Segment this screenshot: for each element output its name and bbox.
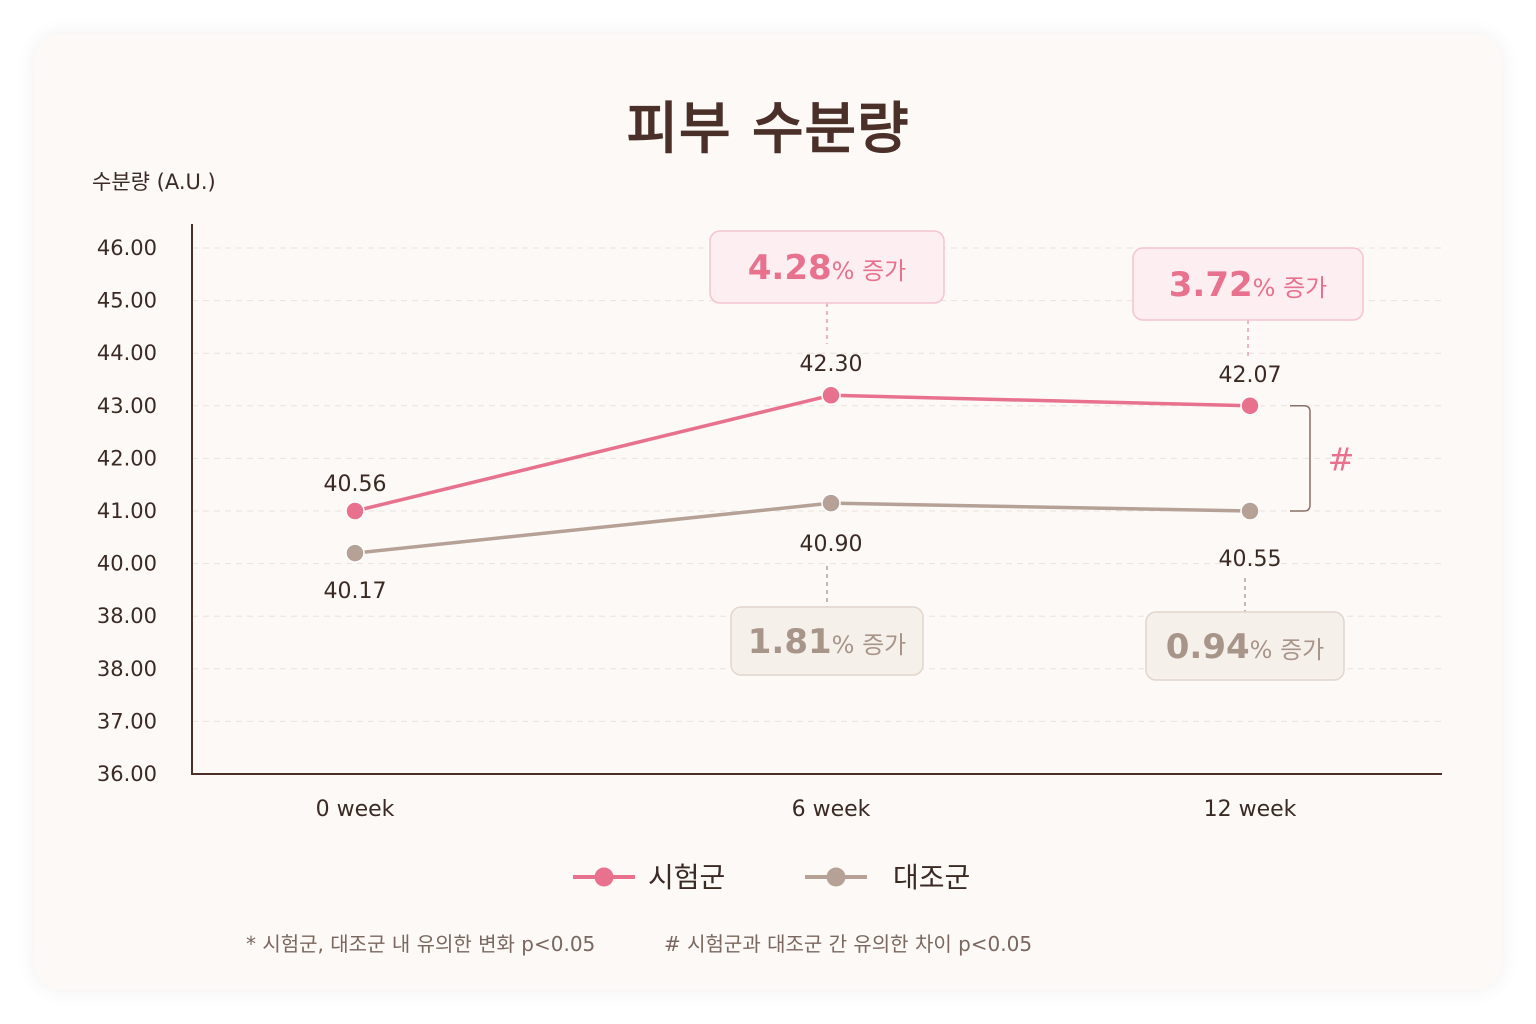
value-label: 40.56 — [324, 472, 387, 497]
x-tick-label: 12 week — [1204, 797, 1297, 822]
annotation-suffix: % 증가 — [832, 257, 907, 285]
legend-test-marker — [594, 867, 614, 887]
legend-control-label: 대조군 — [893, 861, 970, 894]
control-increase-6w-text: 1.81% 증가 — [748, 622, 906, 662]
series-line-test — [354, 393, 1251, 513]
data-point — [1240, 396, 1260, 416]
test-increase-6w-box — [709, 230, 945, 304]
y-tick-label: 40.00 — [97, 552, 157, 576]
value-label: 42.30 — [800, 352, 863, 377]
data-point — [345, 543, 365, 563]
y-tick-label: 41.00 — [97, 499, 157, 523]
control-increase-6w-box — [730, 606, 924, 676]
data-point — [821, 385, 841, 406]
control-increase-12w-box — [1145, 611, 1345, 681]
data-point — [1240, 501, 1260, 521]
value-label: 40.17 — [324, 579, 387, 604]
value-label: 40.55 — [1219, 547, 1282, 572]
annotation-suffix: % 증가 — [1250, 636, 1325, 664]
test-increase-12w-text: 3.72% 증가 — [1169, 265, 1327, 305]
footnote-between-group: # 시험군과 대조군 간 유의한 차이 p<0.05 — [664, 932, 1033, 956]
y-tick-label: 38.00 — [97, 657, 157, 681]
annotation-percent: 3.72 — [1169, 265, 1253, 305]
legend-control-marker — [826, 867, 846, 887]
significance-bracket — [1290, 405, 1311, 512]
annotation-percent: 4.28 — [748, 248, 832, 288]
annotation-percent: 1.81 — [748, 622, 832, 662]
significance-mark: # — [1328, 440, 1355, 478]
data-point — [821, 493, 841, 513]
test-increase-12w-box — [1132, 247, 1364, 321]
test-increase-6w-text: 4.28% 증가 — [748, 248, 906, 288]
y-axis-label: 수분량 (A.U.) — [92, 170, 216, 194]
control-increase-12w-text: 0.94% 증가 — [1166, 627, 1324, 667]
y-tick-label: 45.00 — [97, 289, 157, 313]
y-tick-label: 43.00 — [97, 394, 157, 418]
annotation-percent: 0.94 — [1166, 627, 1250, 667]
y-tick-label: 42.00 — [97, 446, 157, 470]
y-tick-label: 38.00 — [97, 604, 157, 628]
value-label: 40.90 — [800, 532, 863, 557]
chart-title: 피부 수분량 — [626, 97, 910, 162]
legend-test-label: 시험군 — [648, 861, 725, 894]
value-label: 42.07 — [1219, 363, 1282, 388]
footnote-within-group: * 시험군, 대조군 내 유의한 변화 p<0.05 — [246, 932, 596, 956]
y-tick-label: 46.00 — [97, 236, 157, 260]
x-tick-label: 6 week — [792, 797, 871, 822]
y-tick-label: 37.00 — [97, 709, 157, 733]
annotation-suffix: % 증가 — [832, 631, 907, 659]
x-tick-label: 0 week — [316, 797, 395, 822]
data-point — [345, 501, 365, 521]
annotation-suffix: % 증가 — [1253, 274, 1328, 302]
y-tick-label: 36.00 — [97, 762, 157, 786]
y-tick-label: 44.00 — [97, 341, 157, 365]
